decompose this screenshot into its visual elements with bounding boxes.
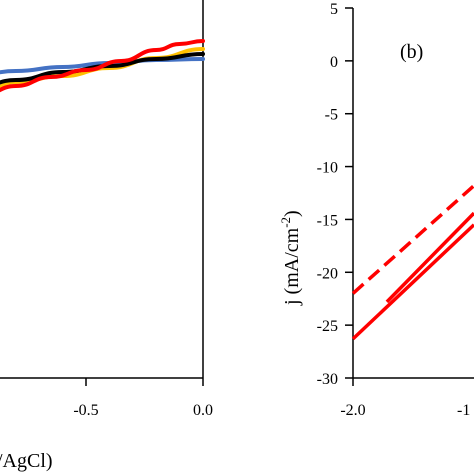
panel-b-y-tick-label: -5 (325, 107, 338, 124)
panel-a: -0.5 0.0 /AgCl) (0, 0, 213, 472)
panel-b-y-tick-label: 0 (330, 54, 338, 71)
panel-a-series-line-3 (0, 39, 205, 93)
panel-b-series-line-1 (385, 211, 474, 304)
panel-b-y-axis-title-superscript: -2 (278, 217, 293, 228)
panel-b-y-tick-label: -30 (317, 371, 338, 388)
panel-b: 50-5-10-15-20-25-30 -2.0 -1 (b) j (mA/cm-… (278, 1, 474, 419)
panel-b-label: (b) (400, 41, 423, 63)
panel-a-x-tick-label: -0.5 (73, 402, 98, 419)
panel-b-y-tick-label: 5 (330, 1, 338, 18)
panel-b-y-tick-label: -20 (317, 265, 338, 282)
panel-b-x-tick-label: -2.0 (340, 402, 365, 419)
panel-b-series (351, 184, 474, 341)
panel-b-series-line-2 (351, 184, 474, 295)
panel-b-y-axis-title-main: j (mA/cm (281, 227, 303, 306)
panel-b-x-ticks: -2.0 -1 (340, 378, 470, 419)
panel-a-x-ticks: -0.5 0.0 (73, 378, 213, 419)
panel-b-y-tick-label: -10 (317, 160, 338, 177)
panel-b-x-tick-label: -1 (457, 402, 470, 419)
panel-a-x-axis-title: /AgCl) (0, 450, 53, 472)
panel-b-y-tick-label: -15 (317, 212, 338, 229)
panel-b-y-axis-title-close: ) (281, 210, 303, 217)
panel-b-series-line-0 (351, 223, 474, 341)
panel-a-x-tick-label: 0.0 (193, 402, 213, 419)
panel-b-y-axis-title: j (mA/cm-2) (278, 210, 303, 306)
panel-b-y-ticks: 5 0 -5 -10 -15 -20 -25 -30 (317, 1, 353, 388)
panel-a-series (0, 39, 205, 93)
panel-b-y-tick-label: -25 (317, 318, 338, 335)
